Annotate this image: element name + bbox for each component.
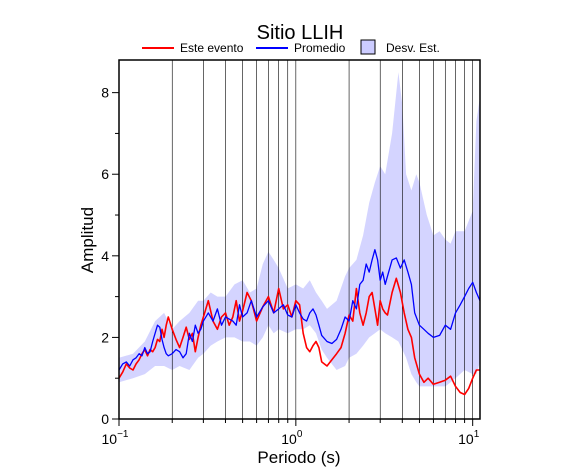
x-tick-label: 100: [281, 429, 303, 447]
plot-area: 0 2 4 6 8 10−1 100 101: [101, 59, 481, 447]
legend-label-promedio: Promedio: [294, 41, 346, 55]
x-tick-label: 101: [458, 429, 480, 447]
chart-title: Sitio LLIH: [257, 22, 344, 44]
y-tick-label: 0: [101, 411, 109, 427]
y-tick-label: 8: [101, 85, 109, 101]
legend: Este evento Promedio Desv. Est.: [142, 39, 440, 55]
y-tick-label: 4: [101, 248, 109, 264]
legend-label-este-evento: Este evento: [180, 41, 244, 55]
y-axis-title: Amplitud: [78, 207, 97, 273]
x-tick-label: 10−1: [102, 429, 129, 447]
legend-swatch-desv-est: [360, 39, 376, 55]
y-tick-label: 6: [101, 166, 109, 182]
legend-label-desv-est: Desv. Est.: [386, 41, 440, 55]
std-band: [119, 72, 480, 387]
x-axis-title: Periodo (s): [257, 448, 340, 467]
y-tick-label: 2: [101, 329, 109, 345]
series-line-promedio: [118, 249, 481, 371]
plot-frame: [118, 59, 481, 420]
